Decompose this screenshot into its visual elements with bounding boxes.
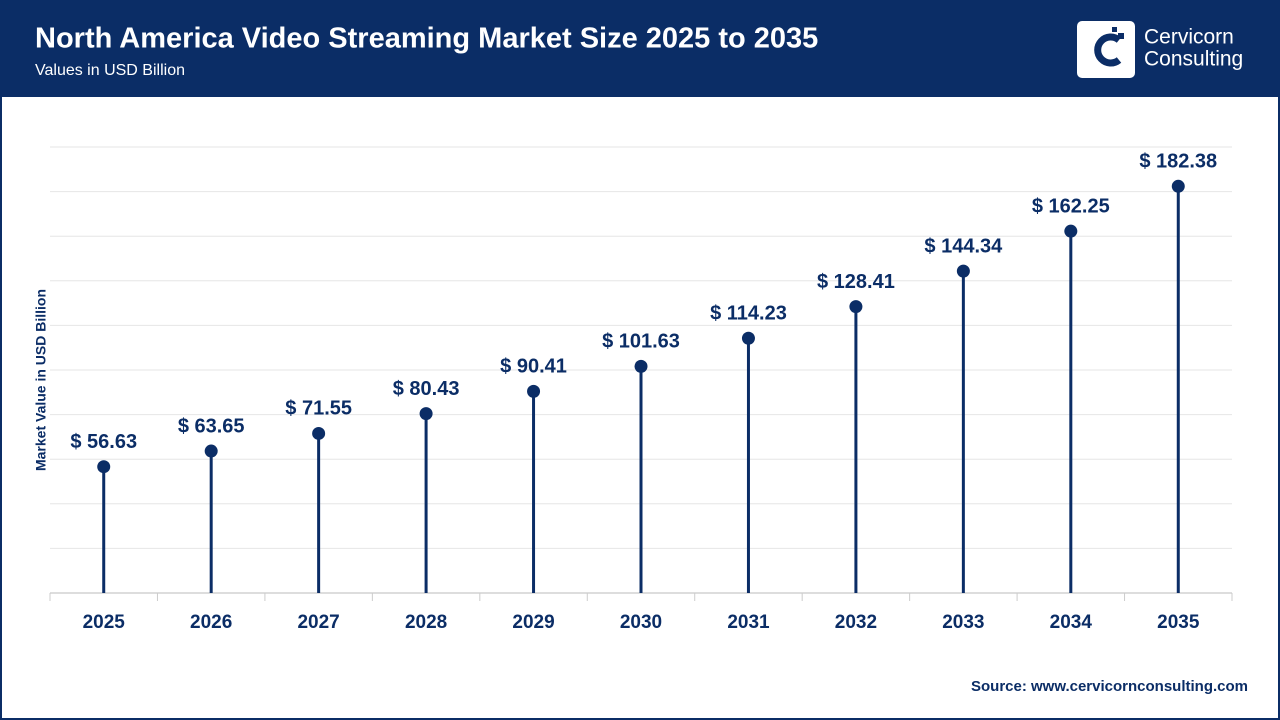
- point: [1064, 224, 1078, 238]
- value-label: $ 80.43: [393, 378, 460, 400]
- logo-icon: [1112, 27, 1117, 32]
- header-band: [0, 0, 1280, 97]
- logo-icon: [1118, 33, 1124, 39]
- point: [634, 359, 648, 373]
- point: [312, 426, 326, 440]
- point: [956, 264, 970, 278]
- brand-line1: Cervicorn: [1144, 26, 1234, 49]
- value-label: $ 71.55: [285, 398, 352, 420]
- x-tick-label: 2026: [190, 612, 232, 633]
- x-tick-label: 2027: [297, 612, 339, 633]
- value-label: $ 63.65: [178, 415, 245, 437]
- logo-box: [1077, 21, 1135, 78]
- x-tick-label: 2035: [1157, 612, 1200, 633]
- x-tick-label: 2028: [405, 612, 447, 633]
- value-label: $ 182.38: [1139, 151, 1217, 173]
- value-label: $ 101.63: [602, 331, 680, 353]
- point: [741, 331, 755, 345]
- value-label: $ 56.63: [70, 431, 137, 453]
- point: [849, 300, 863, 314]
- x-tick-label: 2034: [1050, 612, 1093, 633]
- y-axis-label: Market Value in USD Billion: [33, 289, 49, 471]
- value-label: $ 90.41: [500, 356, 567, 378]
- x-tick-label: 2029: [512, 612, 554, 633]
- value-label: $ 144.34: [924, 235, 1003, 257]
- point: [419, 407, 433, 421]
- x-tick-label: 2032: [835, 612, 877, 633]
- source-note: Source: www.cervicornconsulting.com: [971, 678, 1248, 695]
- logo: Cervicorn Consulting: [1077, 21, 1243, 78]
- logo-icon: [1094, 33, 1122, 67]
- x-tick-label: 2025: [83, 612, 126, 633]
- value-label: $ 114.23: [710, 303, 787, 325]
- chart-subtitle: Values in USD Billion: [35, 62, 185, 79]
- x-tick-label: 2031: [727, 612, 770, 633]
- point: [204, 444, 218, 458]
- chart-title: North America Video Streaming Market Siz…: [35, 23, 818, 55]
- point: [1171, 179, 1185, 193]
- x-tick-label: 2033: [942, 612, 984, 633]
- brand-line2: Consulting: [1144, 48, 1243, 71]
- x-tick-label: 2030: [620, 612, 662, 633]
- value-label: $ 128.41: [817, 271, 895, 293]
- point: [527, 384, 541, 398]
- value-label: $ 162.25: [1032, 195, 1110, 217]
- point: [97, 460, 111, 474]
